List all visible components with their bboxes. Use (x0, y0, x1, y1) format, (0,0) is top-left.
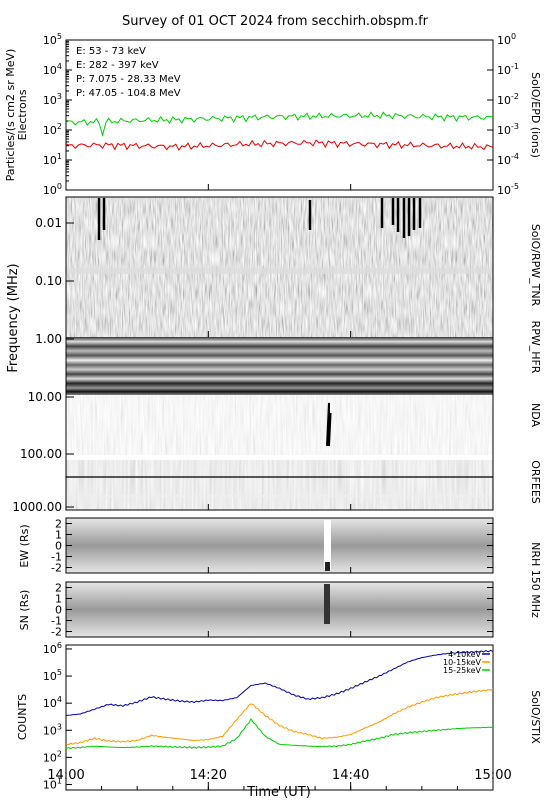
tnr-white-band (66, 268, 493, 274)
nrh-ytick-label: 2 (55, 582, 62, 595)
epd-ytick-right-label: 10-4 (497, 152, 519, 167)
radio-ytick-label: 100.00 (20, 447, 62, 461)
epd-ytick-left-label: 104 (43, 62, 62, 77)
orfees-spectrum (66, 460, 493, 510)
epd-ytick-right-label: 100 (497, 32, 516, 47)
epd-ylabel-right: SolO/EPD (ions) (529, 72, 542, 158)
stix-frame (65, 644, 494, 791)
epd-ytick-left-label: 102 (43, 122, 62, 137)
epd-ylabel-left2: Electrons (16, 89, 29, 140)
stix-panel: 101 102 103 104 105 106 4-10keV10-15keV15-25k… (16, 641, 542, 792)
nrh-ytick-label: -2 (51, 626, 62, 639)
x-axis-ticks: 14:00 14:20 14:40 15:00 (47, 184, 512, 790)
epd-ytick-right-label: 10-1 (497, 62, 519, 77)
epd-ytick-right-label: 10-5 (497, 182, 519, 197)
radio-ytick-label: 10.00 (28, 390, 62, 404)
epd-ytick-left-label: 100 (43, 182, 62, 197)
stix-legend-label: 10-15keV (443, 658, 482, 667)
stix-yticks: 101 102 103 104 105 106 (43, 641, 72, 791)
stix-lines (65, 649, 494, 750)
nrh-ytick-label: 1 (55, 529, 62, 542)
stix-ytick-label: 104 (43, 695, 62, 710)
radio-ytick-label: 1000.00 (12, 500, 62, 514)
nrh-ew-panel: 210-1-2 EW (Rs) NRH 150 MHz (18, 517, 542, 618)
radio-panel: 0.01 0.10 1.00 10.00 100.00 1000.00 Frequency… (6, 196, 542, 514)
radio-ytick-label: 1.00 (35, 332, 62, 346)
epd-ylabel-left: Particles/(s cm2 sr MeV) (4, 49, 17, 182)
stix-ytick-label: 103 (43, 722, 62, 737)
epd-legend-item: E: 53 - 73 keV (76, 46, 146, 57)
x-tick-label: 14:20 (190, 768, 227, 783)
stix-ytick-label: 101 (43, 776, 62, 791)
stix-ytick-label: 102 (43, 749, 62, 764)
instrument-label-orfees: ORFEES (529, 460, 542, 504)
instrument-label-nda: NDA (529, 403, 542, 428)
epd-series-line (65, 111, 494, 138)
nrh-ytick-label: -1 (51, 551, 62, 564)
epd-legend-item: P: 47.05 - 104.8 MeV (76, 88, 181, 99)
epd-yticks-left: 100 101 102 103 104 105 (43, 32, 72, 197)
epd-frame (65, 39, 494, 191)
nrh-ew-yticks: 210-1-2 (51, 518, 493, 575)
stix-ytick-label: 106 (43, 641, 62, 656)
stix-ylabel-right: SolO/STIX (529, 690, 542, 744)
nrh-ew-burst-dark (325, 562, 330, 571)
nrh-ytick-label: 1 (55, 593, 62, 606)
hfr-spectrum (66, 337, 493, 395)
nda-burst (326, 402, 332, 447)
nrh-ew-ylabel: EW (Rs) (18, 524, 31, 567)
radio-frame (65, 196, 494, 511)
radio-ytick-label: 0.10 (35, 274, 62, 288)
nda-spectrum (66, 395, 493, 455)
x-tick-label: 14:00 (47, 768, 84, 783)
radio-ylabel: Frequency (MHz) (6, 263, 21, 372)
nrh-sn-ylabel: SN (Rs) (18, 590, 31, 631)
x-tick-label: 15:00 (474, 768, 511, 783)
epd-ytick-left-label: 103 (43, 92, 62, 107)
nrh-ew-burst (324, 520, 331, 570)
nrh-sn-yticks: 210-1-2 (51, 582, 493, 639)
epd-ytick-left-label: 105 (43, 32, 62, 47)
nrh-instrument-label: NRH 150 MHz (529, 542, 542, 618)
epd-legend: E: 53 - 73 keV E: 282 - 397 keV P: 7.075 -… (76, 46, 181, 99)
epd-ytick-right-label: 10-2 (497, 92, 519, 107)
tnr-spectrum (66, 197, 493, 337)
epd-legend-item: P: 7.075 - 28.33 MeV (76, 74, 181, 85)
tnr-bursts (97, 198, 422, 240)
instrument-label-tnr: SolO/RPW_TNR (529, 224, 542, 307)
nrh-sn-burst (324, 584, 330, 624)
stix-legend-label: 15-25keV (443, 666, 482, 675)
stix-legend-label: 4-10keV (448, 650, 481, 659)
nrh-sn-image (66, 582, 493, 637)
nrh-ytick-label: 2 (55, 518, 62, 531)
epd-ytick-right-label: 10-3 (497, 122, 519, 137)
nrh-ytick-label: -1 (51, 615, 62, 628)
stix-series-line (65, 649, 494, 716)
nrh-ytick-label: -2 (51, 562, 62, 575)
radio-ytick-label: 0.01 (35, 216, 62, 230)
x-tick-label: 14:40 (332, 768, 369, 783)
nrh-ew-image (66, 518, 493, 573)
stix-ylabel: COUNTS (16, 694, 29, 740)
radio-yticks: 0.01 0.10 1.00 10.00 100.00 1000.00 (12, 216, 74, 514)
stix-ytick-label: 105 (43, 668, 62, 683)
epd-yticks-right: 10-5 10-4 10-3 10-2 10-1 100 (487, 32, 519, 197)
instrument-label-hfr: RPW_HFR (529, 321, 542, 374)
nrh-ytick-label: 0 (55, 540, 62, 553)
epd-ytick-left-label: 101 (43, 152, 62, 167)
epd-legend-item: E: 282 - 397 keV (76, 60, 159, 71)
nrh-sn-panel: 210-1-2 SN (Rs) (18, 581, 494, 639)
nrh-ytick-label: 0 (55, 604, 62, 617)
chart-title: Survey of 01 OCT 2024 from secchirh.obsp… (122, 14, 429, 29)
stix-series-line (65, 718, 494, 750)
epd-series-line (65, 139, 494, 151)
epd-lines (65, 111, 494, 151)
stix-series-line (65, 688, 494, 746)
x-axis-label: Time (UT) (246, 785, 311, 800)
